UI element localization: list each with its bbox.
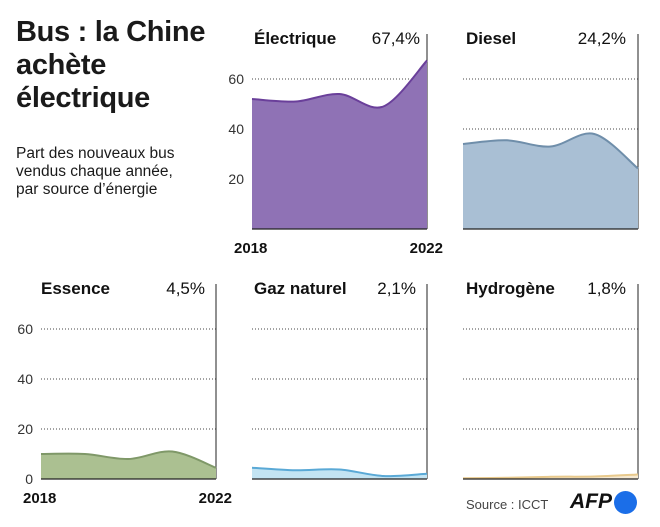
afp-logo-dot-icon [614, 490, 637, 514]
x-tick-label-start: 2018 [23, 490, 56, 507]
title-line-3: électrique [16, 82, 150, 114]
panel-share-label: 67,4% [372, 29, 420, 48]
title-line-1: Bus : la Chine [16, 16, 206, 48]
area-line-5 [462, 473, 639, 480]
y-tick-label-40: 40 [228, 121, 244, 137]
x-tick-label-end: 2022 [410, 240, 443, 257]
panel-title: Diesel [466, 29, 516, 48]
panel-title: Essence [41, 279, 110, 298]
panel-share-label: 1,8% [587, 279, 626, 298]
area-line-1 [251, 59, 428, 109]
panel-share-label: 2,1% [377, 279, 416, 298]
subtitle-line-1: Part des nouveaux bus [16, 145, 175, 162]
y-tick-label-40: 40 [17, 371, 33, 387]
x-tick-label-start: 2018 [234, 240, 267, 257]
chart-subtitle: Part des nouveaux bus vendus chaque anné… [16, 145, 236, 199]
panel-title: Gaz naturel [254, 279, 347, 298]
area-line-3 [40, 450, 217, 469]
subtitle-line-2: vendus chaque année, [16, 163, 173, 180]
afp-logo: AFP [570, 490, 637, 520]
panel-share-label: 24,2% [578, 29, 626, 48]
source-note: Source : ICCT [466, 497, 549, 512]
area-1 [252, 60, 427, 229]
area-3 [41, 451, 216, 479]
y-tick-label-0: 0 [25, 471, 33, 487]
panel-title: Électrique [254, 29, 336, 48]
area-line-2 [462, 132, 639, 170]
y-tick-label-20: 20 [228, 171, 244, 187]
panel-share-label: 4,5% [166, 279, 205, 298]
x-tick-label-end: 2022 [199, 490, 232, 507]
y-tick-label-20: 20 [17, 421, 33, 437]
afp-logo-text: AFP [570, 490, 612, 513]
y-tick-label-60: 60 [17, 321, 33, 337]
subtitle-line-3: par source d’énergie [16, 181, 158, 198]
panel-title: Hydrogène [466, 279, 555, 298]
area-line-4 [251, 466, 428, 478]
area-2 [463, 133, 638, 229]
y-tick-label-60: 60 [228, 71, 244, 87]
title-line-2: achète [16, 49, 107, 81]
chart-title: Bus : la Chine achète électrique [16, 16, 236, 115]
